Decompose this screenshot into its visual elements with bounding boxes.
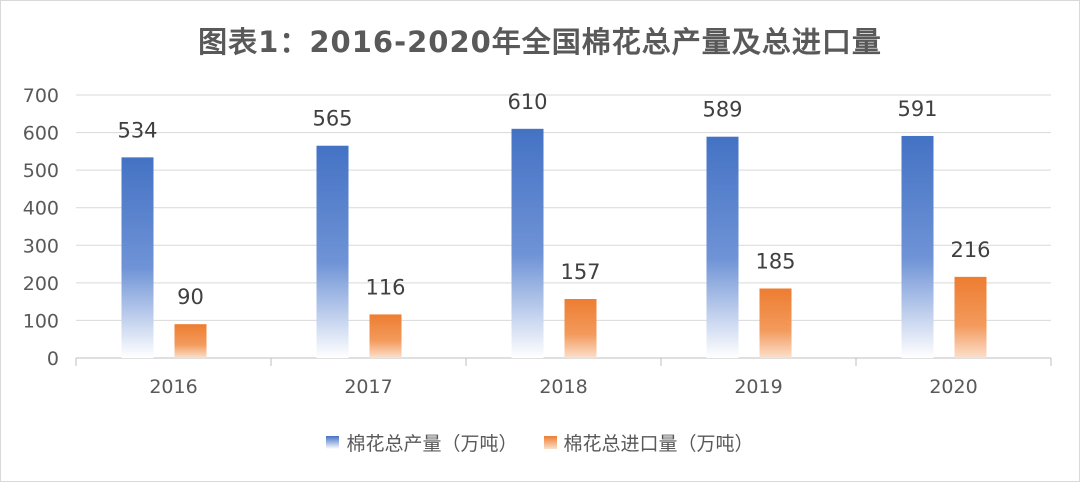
- x-tick-label: 2017: [344, 376, 392, 398]
- legend-label-imports: 棉花总进口量（万吨）: [563, 433, 754, 455]
- y-tick-label: 100: [23, 310, 59, 332]
- bar-production: [316, 145, 349, 358]
- bar-imports: [954, 276, 987, 358]
- x-tick-label: 2018: [539, 376, 587, 398]
- chart-legend: 棉花总产量（万吨） 棉花总进口量（万吨）: [1, 429, 1079, 456]
- x-tick-label: 2016: [149, 376, 197, 398]
- bar-production: [121, 157, 154, 358]
- data-label-imports: 216: [950, 238, 990, 262]
- legend-item-production: 棉花总产量（万吨）: [326, 429, 518, 456]
- data-label-imports: 185: [755, 249, 795, 273]
- legend-label-production: 棉花总产量（万吨）: [346, 433, 518, 455]
- data-label-production: 591: [897, 97, 937, 121]
- data-label-imports: 90: [177, 285, 204, 309]
- bar-imports: [369, 314, 402, 358]
- x-tick-label: 2020: [929, 376, 977, 398]
- y-tick-label: 700: [23, 85, 59, 107]
- y-tick-label: 300: [23, 235, 59, 257]
- data-label-imports: 157: [560, 260, 600, 284]
- legend-swatch-production: [326, 436, 340, 449]
- y-tick-label: 400: [23, 198, 59, 220]
- y-tick-label: 600: [23, 123, 59, 145]
- chart-title: 图表1：2016-2020年全国棉花总产量及总进口量: [198, 25, 882, 59]
- y-tick-label: 0: [47, 348, 59, 370]
- data-label-imports: 116: [365, 275, 405, 299]
- data-label-production: 610: [507, 90, 547, 114]
- bar-imports: [759, 288, 792, 358]
- legend-item-imports: 棉花总进口量（万吨）: [543, 429, 754, 456]
- data-label-production: 589: [702, 98, 742, 122]
- bar-imports: [564, 299, 597, 358]
- y-tick-label: 200: [23, 273, 59, 295]
- data-label-production: 565: [312, 107, 352, 131]
- data-label-production: 534: [117, 118, 157, 142]
- bar-production: [706, 136, 739, 358]
- legend-swatch-imports: [543, 436, 557, 449]
- bar-production: [511, 128, 544, 358]
- x-tick-label: 2019: [734, 376, 782, 398]
- bar-imports: [174, 324, 207, 358]
- bar-production: [901, 135, 934, 358]
- y-tick-label: 500: [23, 160, 59, 182]
